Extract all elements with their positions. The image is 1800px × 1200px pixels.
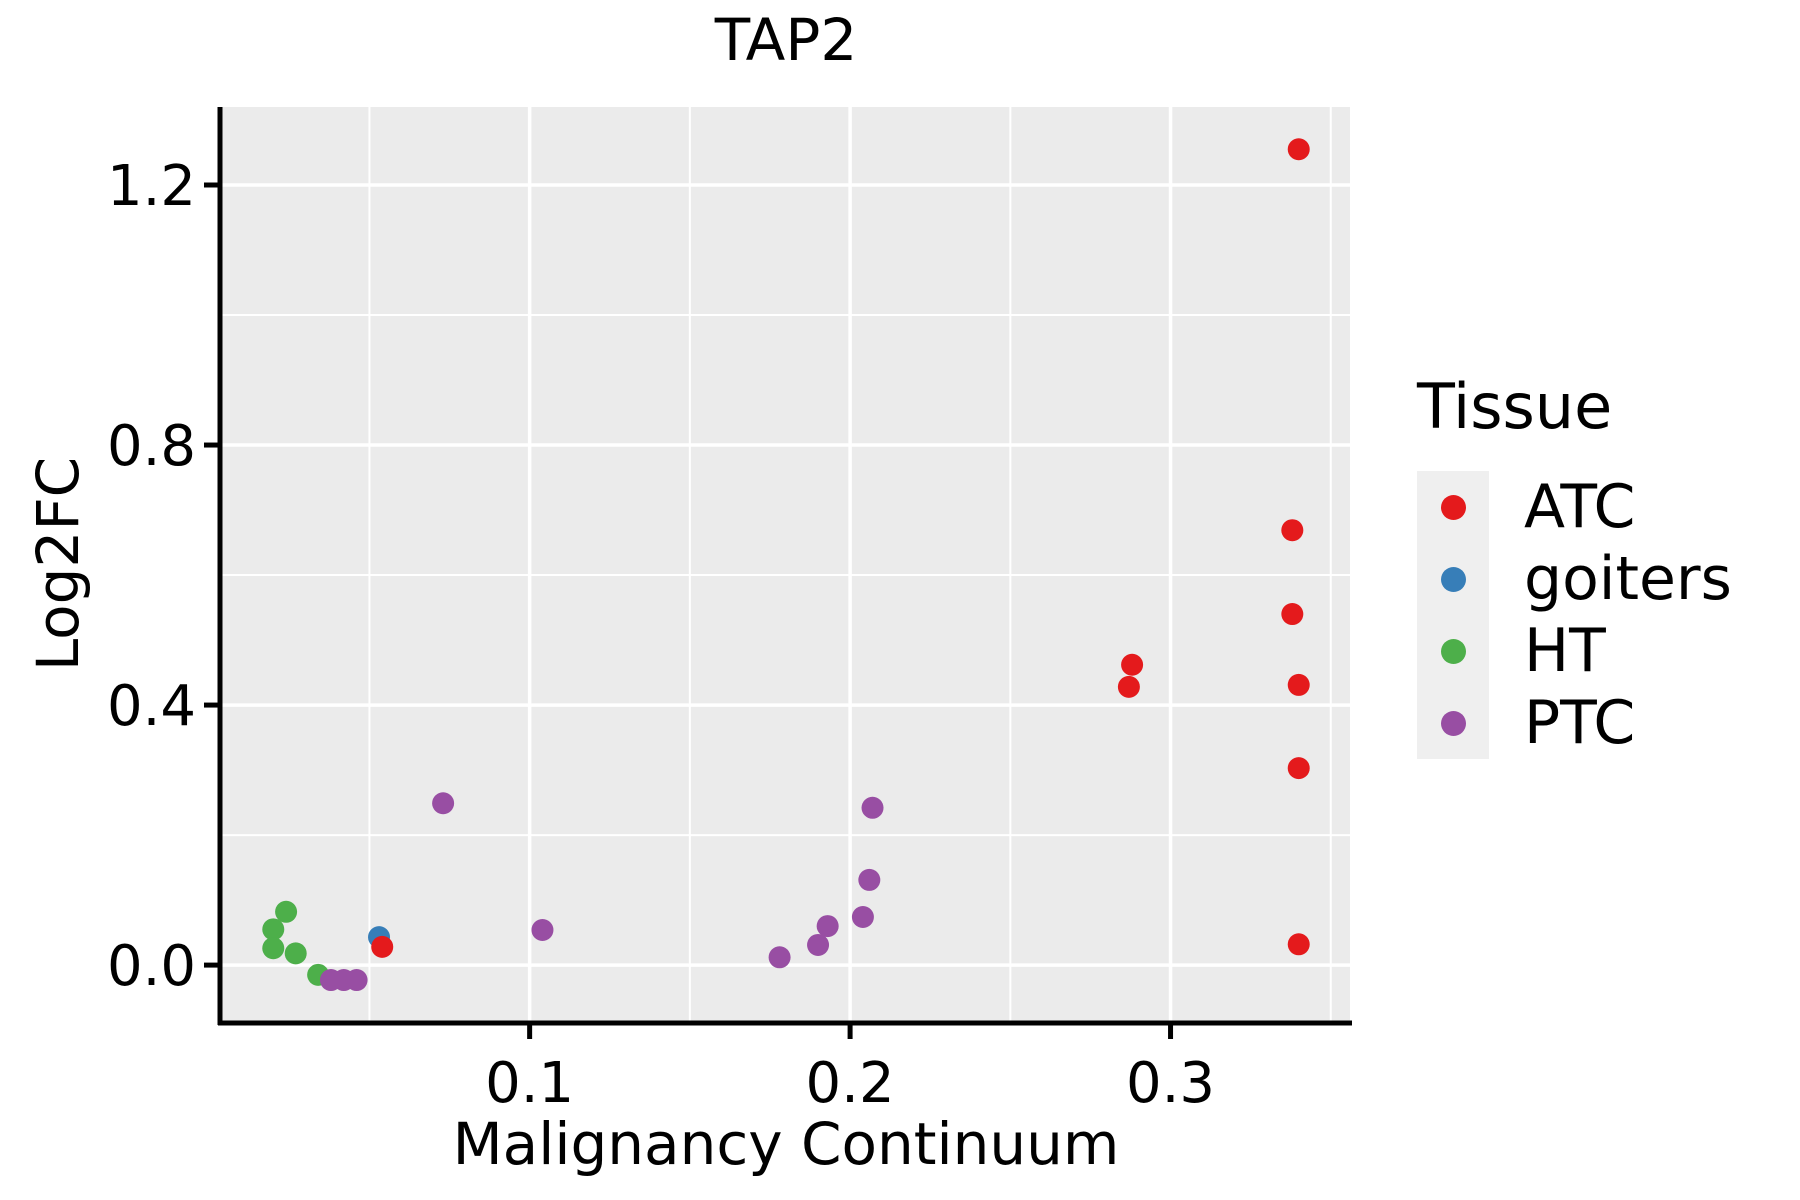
y-tick-label: 0.8 [107,414,196,479]
data-point-HT [275,900,298,923]
legend-key-goiters [1417,543,1489,615]
atc-dot-icon [1440,494,1466,520]
x-axis-title: Malignancy Continuum [452,1110,1120,1178]
legend-row-ht: HT [1417,615,1732,687]
data-point-ATC [1287,757,1310,780]
goiters-dot-icon [1440,566,1466,592]
legend-row-goiters: goiters [1417,543,1732,615]
y-tick-label: 0.0 [107,934,196,999]
data-point-ATC [1117,675,1140,698]
legend: Tissue ATC goiters HT PTC [1417,370,1732,759]
data-point-PTC [345,969,368,992]
data-point-ATC [1281,603,1304,626]
legend-row-ptc: PTC [1417,687,1732,759]
data-point-ATC [371,935,394,958]
legend-label-ptc: PTC [1524,688,1636,758]
y-tick-label: 1.2 [107,154,196,219]
legend-title: Tissue [1417,370,1613,443]
legend-key-atc [1417,471,1489,543]
x-tick-label: 0.1 [485,1051,574,1116]
legend-row-atc: ATC [1417,471,1732,543]
data-point-PTC [807,933,830,956]
data-point-ATC [1287,138,1310,161]
data-point-PTC [858,868,881,891]
data-point-HT [262,918,285,941]
data-point-HT [284,942,307,965]
legend-label-ht: HT [1524,616,1606,686]
data-point-HT [262,937,285,960]
data-point-ATC [1121,653,1144,676]
data-point-PTC [861,796,884,819]
legend-label-atc: ATC [1524,472,1636,542]
data-point-PTC [432,792,455,815]
plot-panel [222,107,1350,1021]
x-tick-label: 0.3 [1126,1051,1215,1116]
ptc-dot-icon [1440,710,1466,736]
x-tick-label: 0.2 [806,1051,895,1116]
y-axis-title: Log2FC [24,456,92,672]
legend-key-ht [1417,615,1489,687]
legend-rows: ATC goiters HT PTC [1417,471,1732,759]
data-point-ATC [1287,673,1310,696]
data-point-ATC [1281,519,1304,542]
data-point-ATC [1287,933,1310,956]
data-point-PTC [531,918,554,941]
data-point-PTC [816,915,839,938]
chart-title: TAP2 [714,6,858,74]
legend-label-goiters: goiters [1524,544,1732,614]
data-point-PTC [851,905,874,928]
ht-dot-icon [1440,638,1466,664]
y-tick-label: 0.4 [107,674,196,739]
data-point-PTC [768,946,791,969]
legend-key-ptc [1417,687,1489,759]
